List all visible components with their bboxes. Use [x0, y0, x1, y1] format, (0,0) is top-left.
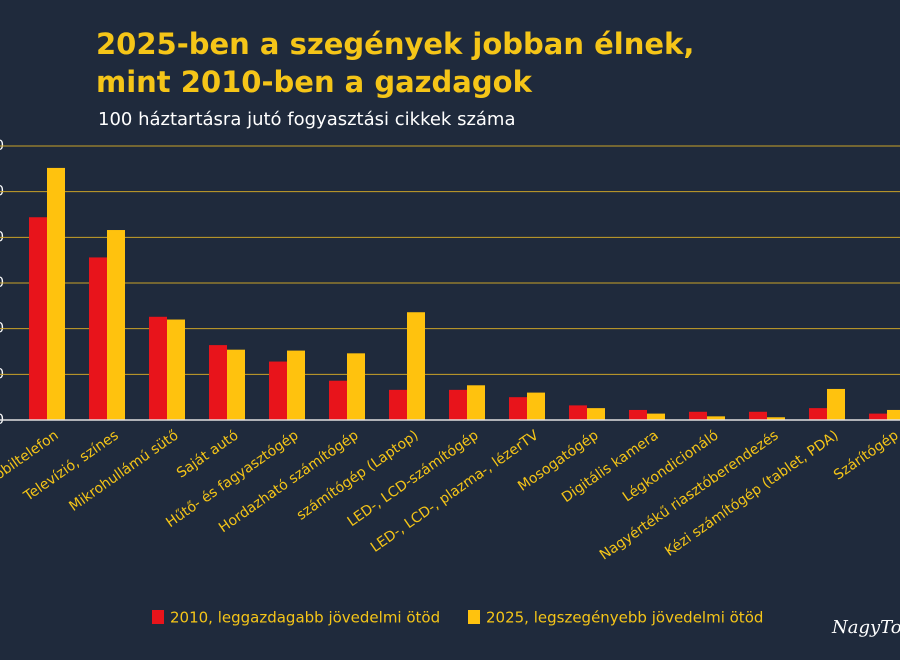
bar [329, 380, 347, 420]
legend-label: 2010, leggazdagabb jövedelmi ötöd [170, 609, 440, 627]
bar [209, 345, 227, 420]
bar [869, 413, 887, 420]
bar [389, 389, 407, 420]
bar [629, 409, 647, 420]
bar [647, 413, 665, 420]
bar [347, 353, 365, 420]
bar [227, 349, 245, 420]
bar [29, 217, 47, 420]
bar [287, 350, 305, 420]
bar [827, 388, 845, 420]
legend-label: 2025, legszegényebb jövedelmi ötöd [486, 609, 763, 627]
chart-subtitle: 100 háztartásra jutó fogyasztási cikkek … [98, 109, 516, 130]
bar [509, 397, 527, 420]
bar [449, 389, 467, 420]
bar [269, 361, 287, 420]
legend-swatch [152, 610, 164, 624]
chart-title: 2025-ben a szegények jobban élnek, [96, 27, 694, 61]
bar [107, 230, 125, 420]
bar [569, 405, 587, 420]
bar [89, 257, 107, 420]
legend-swatch [468, 610, 480, 624]
bar [689, 411, 707, 420]
bar [47, 167, 65, 420]
watermark: NagyTo [831, 617, 900, 638]
bar [587, 408, 605, 420]
bar [809, 408, 827, 420]
bar [407, 312, 425, 420]
bar [887, 409, 900, 420]
bar [527, 392, 545, 420]
bar [767, 417, 785, 420]
bar [149, 316, 167, 420]
bar [167, 319, 185, 420]
bar [749, 411, 767, 420]
bar [707, 416, 725, 420]
bar [467, 385, 485, 420]
chart-title: mint 2010-ben a gazdagok [96, 65, 533, 99]
